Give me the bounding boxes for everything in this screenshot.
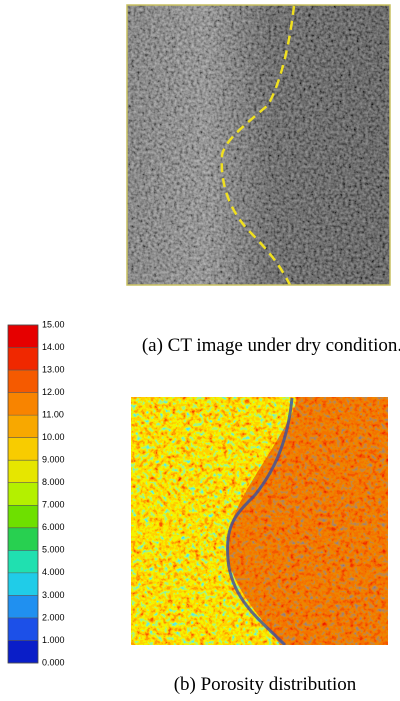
colorbar-segment: [8, 392, 38, 416]
colorbar-tick-label: 12.00: [42, 387, 65, 397]
colorbar-segment: [8, 437, 38, 461]
colorbar-tick-label: 0.000: [42, 657, 65, 667]
colorbar-tick-label: 6.000: [42, 522, 65, 532]
colorbar-segment: [8, 482, 38, 506]
colorbar-segment: [8, 415, 38, 438]
colorbar-segment: [8, 325, 38, 348]
colorbar-tick-label: 9.000: [42, 455, 65, 465]
ct-border: [126, 4, 391, 286]
colorbar-segment: [8, 640, 38, 663]
colorbar-segment: [8, 460, 38, 483]
colorbar-tick-label: 3.000: [42, 590, 65, 600]
porosity-image: [131, 397, 388, 645]
ct-image: [127, 5, 390, 285]
colorbar-tick-label: 4.000: [42, 567, 65, 577]
colorbar-tick-label: 1.000: [42, 635, 65, 645]
colorbar-tick-label: 14.00: [42, 342, 65, 352]
colorbar-tick-label: 2.000: [42, 612, 65, 622]
colorbar-segment: [8, 550, 38, 573]
colorbar-segment: [8, 370, 38, 393]
caption-a: (a) CT image under dry condition.: [142, 335, 400, 356]
colorbar-tick-label: 10.00: [42, 432, 65, 442]
colorbar-segment: [8, 347, 38, 371]
colorbar-tick-label: 5.000: [42, 545, 65, 555]
colorbar-segment: [8, 527, 38, 551]
colorbar-segment: [8, 617, 38, 641]
colorbar-segment: [8, 572, 38, 596]
colorbar: 15.00 14.00 13.00 12.00 11.00 10.00 9.000 8.000…: [7, 319, 65, 667]
colorbar-tick-label: 13.00: [42, 364, 65, 374]
colorbar-tick-label: 8.000: [42, 477, 65, 487]
colorbar-segment: [8, 505, 38, 528]
colorbar-tick-label: 15.00: [42, 319, 65, 329]
caption-b: (b) Porosity distribution: [174, 674, 357, 695]
colorbar-tick-label: 7.000: [42, 500, 65, 510]
colorbar-segment: [8, 595, 38, 618]
colorbar-tick-label: 11.00: [42, 410, 64, 420]
